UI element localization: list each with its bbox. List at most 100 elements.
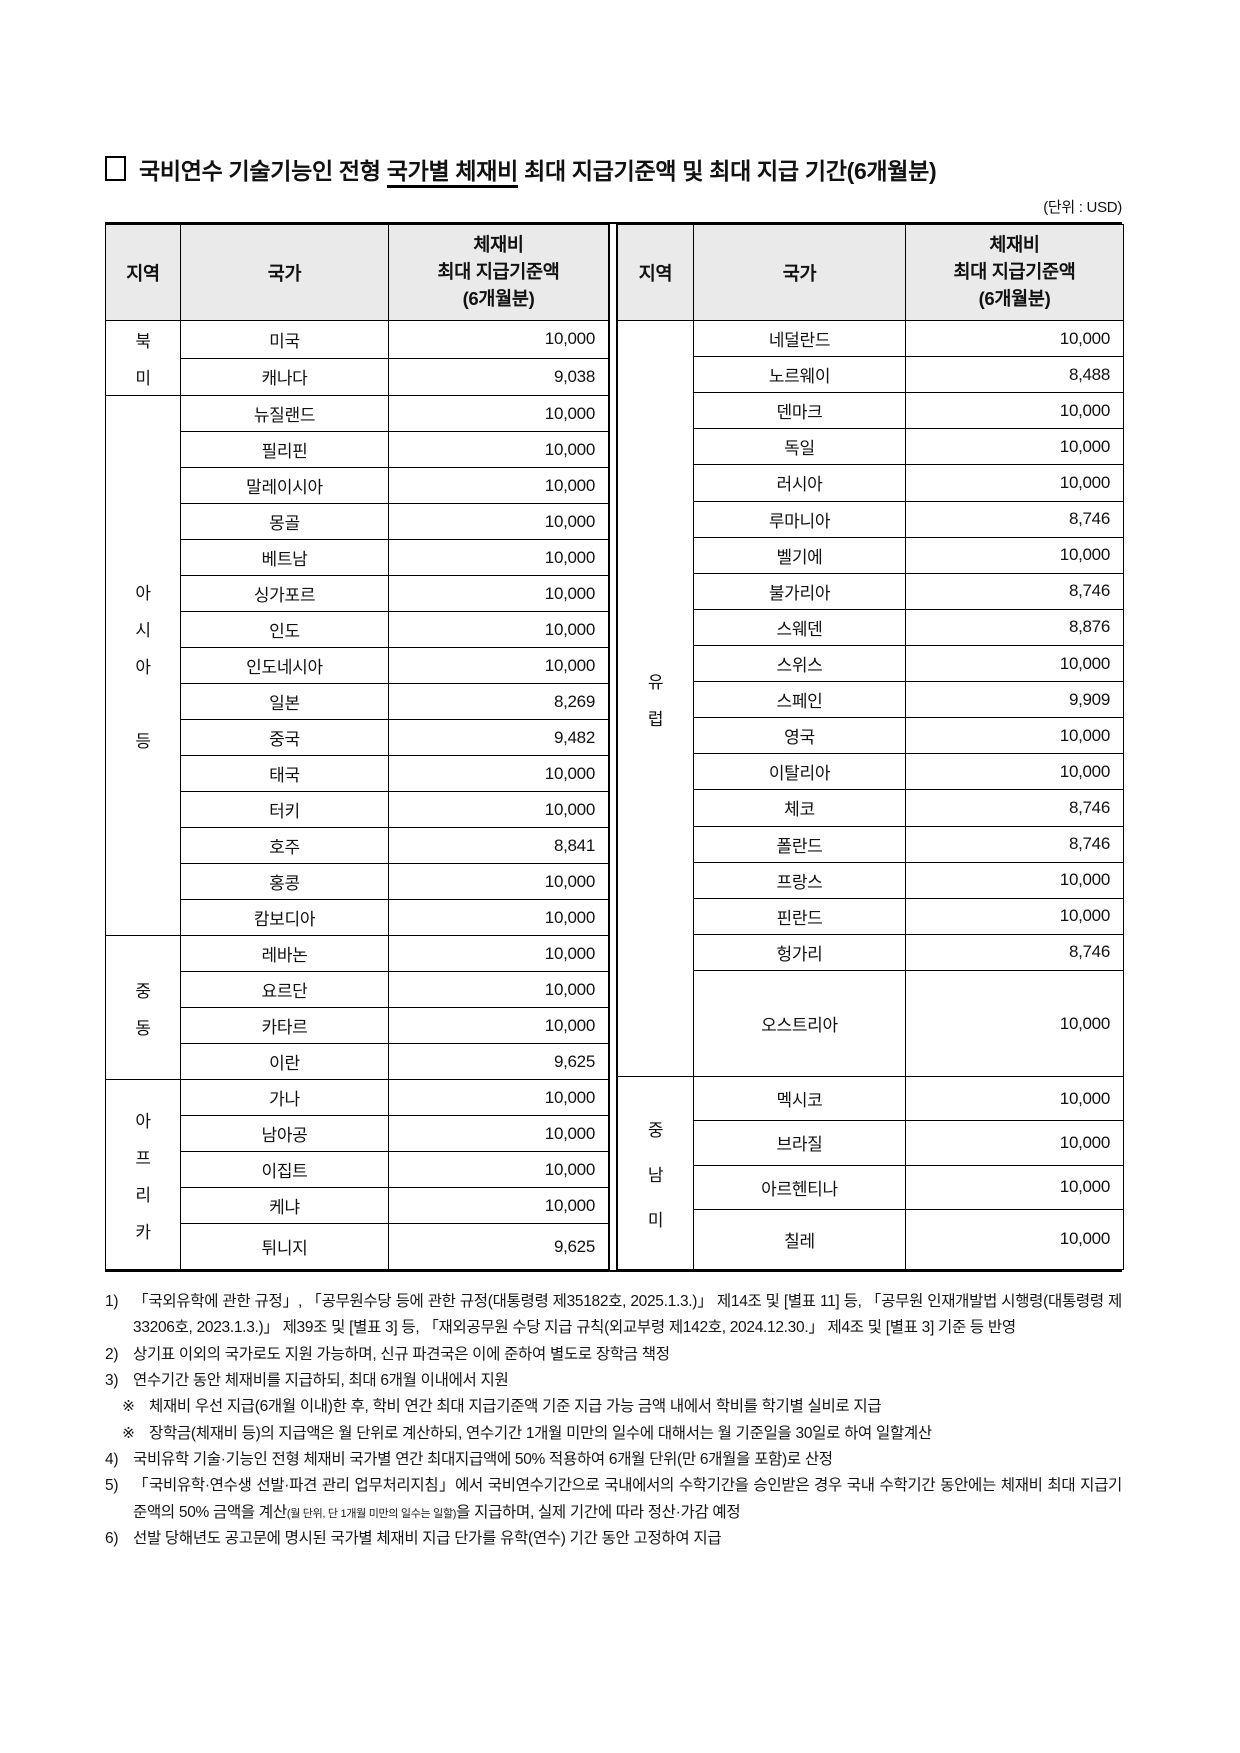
table-row: 유 럽 네덜란드 10,000 (617, 319, 1124, 1078)
footnote-marker: 3) (105, 1372, 119, 1390)
table-row: 튀니지 9,625 (106, 1223, 609, 1270)
table-row: 아 프 리 카 가나 10,000 (105, 1079, 609, 1270)
footnote-marker: 5) (105, 1477, 119, 1495)
footnotes: 1) 「국외유학에 관한 규정」, 「공무원수당 등에 관한 규정(대통령령 제3… (105, 1289, 1122, 1552)
amount-cell: 9,625 (388, 1223, 609, 1270)
country-cell: 미국 (180, 320, 389, 359)
country-cell: 캐나다 (180, 357, 389, 396)
table-row: 이집트 10,000 (106, 1151, 609, 1188)
amount-cell: 10,000 (388, 503, 609, 540)
region-char: 중 (135, 981, 151, 1001)
footnote-marker: 1) (105, 1293, 119, 1310)
amount-cell: 10,000 (388, 1079, 609, 1116)
footnote-text: 「국외유학에 관한 규정」, 「공무원수당 등에 관한 규정(대통령령 제351… (133, 1293, 1122, 1337)
amount-cell: 10,000 (905, 717, 1124, 755)
amount-cell: 10,000 (388, 611, 609, 648)
footnote-text: 선발 당해년도 공고문에 명시된 국가별 체재비 지급 단가를 유학(연수) 기… (133, 1530, 722, 1548)
region-char: 중 (647, 1120, 664, 1140)
table-row: 브라질 10,000 (618, 1120, 1124, 1166)
country-cell: 캄보디아 (180, 899, 389, 936)
table-row: 몽골 10,000 (106, 503, 609, 540)
table-row: 요르단 10,000 (106, 971, 609, 1008)
page: 국비연수 기술기능인 전형 국가별 체재비 최대 지급기준액 및 최대 지급 기… (105, 155, 1124, 1552)
table-row: 이탈리아 10,000 (618, 753, 1124, 791)
table-row: 프랑스 10,000 (618, 861, 1124, 899)
footnote-text: 국비유학 기술·기능인 전형 체재비 국가별 연간 최대지급액에 50% 적용하… (133, 1451, 833, 1469)
amount-cell: 8,488 (905, 356, 1124, 394)
country-cell: 러시아 (693, 464, 906, 502)
country-cell: 독일 (693, 428, 906, 466)
amount-cell: 9,625 (388, 1043, 609, 1080)
amount-cell: 10,000 (905, 969, 1124, 1078)
footnote: 4) 국비유학 기술·기능인 전형 체재비 국가별 연간 최대지급액에 50% 적… (105, 1447, 1122, 1473)
amount-cell: 10,000 (388, 899, 609, 936)
amount-cell: 10,000 (905, 897, 1124, 935)
table-row: 베트남 10,000 (106, 539, 609, 576)
footnote-marker: 4) (105, 1451, 119, 1469)
footnote-text: 「국비유학·연수생 선발·파견 관리 업무처리지침」에서 국비연수기간으로 국내… (133, 1477, 1122, 1521)
header-amount: 체재비 최대 지급기준액 (6개월분) (388, 224, 609, 321)
region-char: 등 (135, 732, 151, 751)
table-row: 체코 8,746 (618, 789, 1124, 827)
amount-cell: 10,000 (388, 791, 609, 828)
country-cell: 튀니지 (180, 1223, 389, 1270)
table-row: 벨기에 10,000 (618, 536, 1124, 574)
footnote-marker: 6) (105, 1530, 119, 1548)
table-row: 핀란드 10,000 (618, 897, 1124, 935)
country-cell: 오스트리아 (693, 969, 906, 1078)
table-row: 덴마크 10,000 (618, 392, 1124, 430)
amount-cell: 10,000 (905, 753, 1124, 791)
table-row: 폴란드 8,746 (618, 825, 1124, 863)
amount-cell: 10,000 (388, 971, 609, 1008)
table-row: 말레이시아 10,000 (106, 467, 609, 504)
country-cell: 터키 (180, 791, 389, 828)
amount-cell: 10,000 (905, 392, 1124, 430)
country-cell: 이탈리아 (693, 753, 906, 791)
amount-cell: 10,000 (388, 1151, 609, 1188)
country-cell: 베트남 (180, 539, 389, 576)
country-cell: 체코 (693, 789, 906, 827)
amount-cell: 10,000 (388, 431, 609, 468)
table-row: 스위스 10,000 (618, 644, 1124, 683)
country-cell: 뉴질랜드 (180, 395, 389, 432)
table-row: 카타르 10,000 (106, 1007, 609, 1044)
amount-cell: 10,000 (388, 1115, 609, 1152)
table-row: 케냐 10,000 (106, 1187, 609, 1224)
region-char: 북 (135, 332, 151, 351)
table-row: 호주 8,841 (106, 827, 609, 864)
region-char: 카 (135, 1222, 151, 1242)
amount-cell: 8,746 (905, 933, 1124, 971)
country-cell: 브라질 (693, 1120, 906, 1166)
country-cell: 레바논 (180, 935, 389, 972)
amount-cell: 10,000 (905, 319, 1124, 358)
table-row: 태국 10,000 (106, 755, 609, 792)
amount-cell: 10,000 (905, 1120, 1124, 1166)
table-divider (609, 224, 617, 1270)
amount-cell: 10,000 (905, 644, 1124, 683)
footnote-text: 장학금(체재비 등)의 지급액은 월 단위로 계산하되, 연수기간 1개월 미만… (149, 1424, 932, 1442)
footnote-marker: ※ (122, 1398, 135, 1416)
table-row: 아르헨티나 10,000 (618, 1164, 1124, 1210)
amount-cell: 9,482 (388, 719, 609, 756)
amount-cell: 10,000 (388, 863, 609, 900)
table-row: 스웨덴 8,876 (618, 608, 1124, 646)
country-cell: 벨기에 (693, 536, 906, 574)
country-cell: 가나 (180, 1079, 389, 1116)
region-char: 시 (135, 621, 151, 640)
amount-cell: 8,746 (905, 789, 1124, 827)
footnote-text: 체재비 우선 지급(6개월 이내)한 후, 학비 연간 최대 지급기준액 기준 … (149, 1398, 882, 1416)
country-cell: 프랑스 (693, 861, 906, 899)
amount-cell: 10,000 (388, 539, 609, 576)
amount-cell: 10,000 (388, 1007, 609, 1044)
region-char: 아 (135, 1111, 151, 1131)
country-cell: 케냐 (180, 1187, 389, 1224)
table-row: 캄보디아 10,000 (106, 899, 609, 936)
table-row: 북 미 미국 10,000 (105, 320, 609, 396)
table-row: 중 남 미 멕시코 10,000 (617, 1076, 1124, 1270)
country-cell: 몽골 (180, 503, 389, 540)
country-cell: 일본 (180, 683, 389, 720)
footnote: ※ 장학금(체재비 등)의 지급액은 월 단위로 계산하되, 연수기간 1개월 미… (105, 1421, 1122, 1447)
footnote: 2) 상기표 이외의 국가로도 지원 가능하며, 신규 파견국은 이에 준하여 별… (105, 1342, 1122, 1368)
